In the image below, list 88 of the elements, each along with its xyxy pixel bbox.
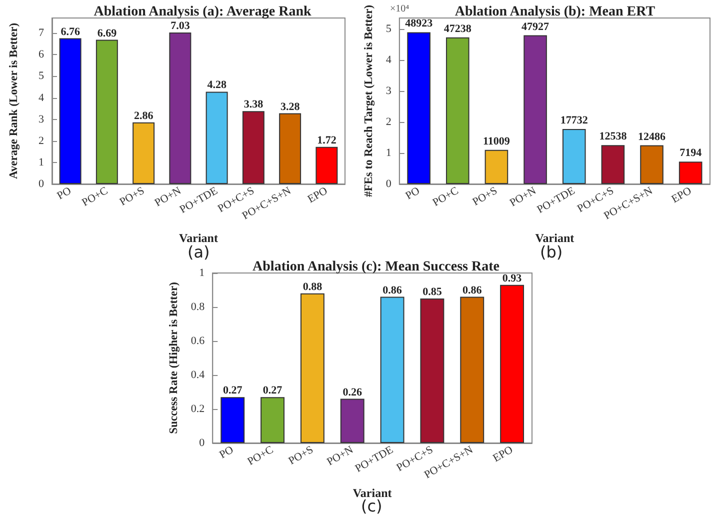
x-tick-label: PO (404, 184, 422, 202)
bar (640, 145, 664, 184)
bar (500, 284, 524, 443)
y-tick-label: 0.8 (190, 301, 206, 313)
y-tick-label: 5 (38, 70, 44, 82)
x-tick-label: EPO (670, 184, 694, 206)
data-label: 2.86 (134, 110, 154, 122)
bar (380, 296, 404, 443)
bar (446, 37, 470, 184)
data-label: 1.72 (317, 134, 337, 146)
bar (300, 293, 324, 443)
x-tick-label: EPO (491, 444, 516, 465)
data-label: 0.26 (342, 386, 362, 398)
bar (678, 162, 702, 184)
y-tick-label: 3 (38, 113, 44, 126)
text: (b) (540, 242, 563, 262)
bar (59, 38, 82, 184)
data-label: 0.93 (502, 272, 522, 284)
x-tick-label: PO+S (470, 184, 500, 208)
annotation: 47238 (444, 22, 472, 35)
chart-title: Ablation Analysis (b): Mean ERT (454, 4, 656, 20)
bar (260, 397, 285, 443)
bar (169, 32, 192, 184)
y-tick-label: 1 (199, 267, 205, 279)
x-tick-label: PO (217, 444, 236, 462)
chart-title: Ablation Analysis (a): Average Rank (94, 4, 312, 20)
text: ×10⁴ (390, 4, 410, 14)
bar (132, 122, 155, 184)
y-tick-label: 0.4 (190, 369, 206, 381)
bar (407, 32, 430, 184)
data-label: 0.27 (262, 384, 283, 397)
annotation: 7194 (680, 147, 702, 160)
data-label: 0.85 (422, 286, 442, 298)
y-tick-label: 0 (199, 437, 206, 449)
data-label: 0.86 (462, 284, 482, 296)
bar (220, 397, 245, 443)
bar (484, 150, 508, 184)
y-tick-label: 0.6 (190, 335, 206, 347)
y-tick-label: 0 (386, 178, 392, 190)
y-tick-label: 4 (386, 54, 392, 66)
y-tick-label: 1 (386, 146, 392, 159)
data-label: 4.28 (207, 79, 227, 92)
y-tick-label: 5 (386, 22, 392, 35)
x-tick-label: PO+S (118, 184, 147, 208)
bar (242, 111, 264, 184)
data-label: 7.03 (170, 20, 190, 32)
bar (562, 128, 586, 184)
data-label: 3.38 (244, 98, 264, 111)
x-axis-title: Variant (179, 231, 218, 245)
text: (a) (188, 242, 210, 262)
y-tick-label: 3 (386, 84, 392, 97)
data-label: 0.88 (302, 280, 323, 293)
data-label: 0.86 (382, 284, 402, 296)
bar (601, 145, 625, 184)
bar (460, 296, 484, 443)
y-tick-label: 7 (38, 27, 44, 40)
y-axis-title: #FEs to Reach Target (Lower is Better) (363, 4, 375, 198)
data-label: 3.28 (280, 100, 300, 113)
bar (524, 35, 547, 184)
y-tick-label: 0 (38, 178, 44, 190)
chart-title: Ablation Analysis (c): Mean Success Rate (252, 260, 500, 274)
data-label: 6.69 (97, 27, 118, 40)
y-tick-label: 2 (386, 116, 392, 128)
y-tick-label: 1 (38, 156, 44, 168)
x-axis-title: Variant (535, 231, 574, 245)
x-tick-label: EPO (306, 184, 330, 206)
data-label: 6.76 (60, 26, 80, 38)
y-tick-label: 0.2 (190, 403, 205, 415)
bar (96, 40, 118, 184)
x-tick-label: PO+S (286, 444, 316, 468)
bar (420, 298, 444, 443)
y-tick-label: 6 (38, 48, 44, 61)
bar (206, 92, 228, 184)
bar (316, 146, 338, 184)
x-tick-label: PO (55, 184, 74, 202)
y-tick-label: 2 (38, 134, 44, 147)
annotation: 47927 (522, 20, 550, 33)
annotation: 12486 (638, 130, 666, 143)
bar (279, 113, 302, 184)
y-axis-title: Success Rate (Higher is Better) (168, 282, 180, 434)
bar (340, 398, 364, 443)
annotation: 17732 (560, 114, 588, 126)
data-label: 0.27 (222, 384, 243, 397)
annotation: 12538 (599, 130, 628, 143)
y-axis-title: Average Rank (Lower is Better) (8, 22, 20, 180)
annotation: 11009 (483, 135, 510, 148)
y-tick-label: 4 (38, 92, 44, 104)
annotation: 48923 (405, 18, 434, 30)
